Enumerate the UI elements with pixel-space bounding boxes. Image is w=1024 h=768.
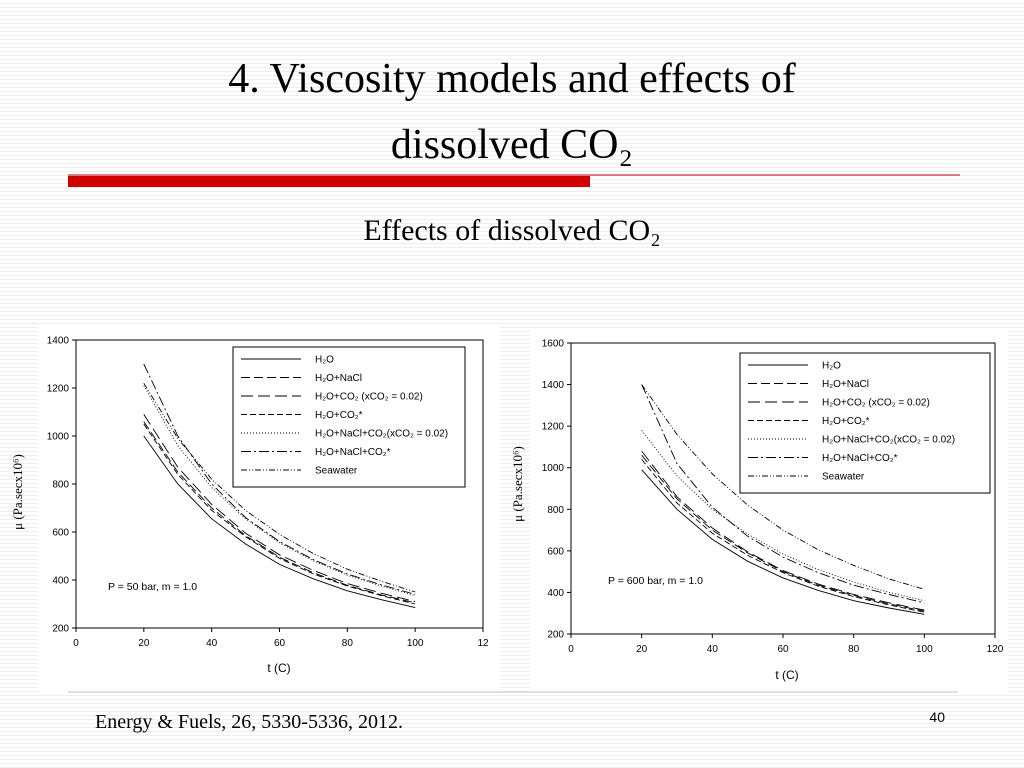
y-tick-label: 1200 — [47, 384, 70, 395]
series-line — [143, 382, 416, 593]
y-tick-label: 800 — [547, 505, 564, 516]
x-tick-label: 20 — [636, 644, 648, 655]
y-tick-label: 600 — [52, 528, 69, 539]
legend-label: H₂O — [822, 361, 841, 372]
slide-title: 4. Viscosity models and effects of — [228, 56, 796, 102]
series-line — [641, 450, 925, 611]
y-axis-label: μ (Pa.secx10⁶) — [510, 446, 525, 522]
legend-label: H₂O+CO₂ (xCO₂ = 0.02) — [822, 398, 930, 409]
series-line — [143, 414, 416, 603]
y-tick-label: 200 — [547, 630, 564, 641]
legend-label: H₂O+NaCl+CO₂(xCO₂ = 0.02) — [822, 435, 955, 446]
x-tick-label: 80 — [848, 644, 860, 655]
legend-label: H₂O+NaCl — [822, 379, 869, 390]
subtitle: Effects of dissolved CO₂ — [363, 214, 660, 247]
x-axis-label: t (C) — [775, 668, 798, 682]
x-tick-label: 0 — [568, 644, 574, 655]
x-tick-label: 120 — [987, 644, 1004, 655]
y-tick-label: 600 — [547, 546, 564, 557]
legend-label: H₂O+CO₂* — [315, 410, 363, 421]
y-axis-label: μ (Pa.secx10⁶) — [10, 454, 25, 530]
legend-label: H₂O+CO₂* — [822, 416, 870, 427]
y-tick-label: 1000 — [542, 463, 565, 474]
y-tick-label: 1000 — [47, 432, 70, 443]
legend-label: H₂O+NaCl+CO₂* — [822, 453, 898, 464]
x-tick-label: 40 — [707, 644, 719, 655]
citation: Energy & Fuels, 26, 5330-5336, 2012. — [95, 711, 403, 733]
series-line — [641, 469, 925, 615]
x-tick-label: 12 — [477, 638, 489, 649]
x-tick-label: 80 — [342, 638, 354, 649]
y-tick-label: 1400 — [47, 336, 70, 347]
series-line — [143, 363, 416, 595]
series-line — [641, 384, 925, 604]
legend-box — [739, 352, 991, 494]
x-axis-label: t (C) — [267, 661, 290, 675]
x-tick-label: 40 — [206, 638, 218, 649]
y-tick-label: 800 — [52, 480, 69, 491]
y-tick-label: 1200 — [542, 422, 565, 433]
divider-bar — [68, 176, 590, 187]
x-tick-label: 60 — [777, 644, 789, 655]
legend-label: H₂O+NaCl+CO₂(xCO₂ = 0.02) — [315, 429, 448, 440]
x-tick-label: 100 — [916, 644, 933, 655]
legend-label: H₂O — [315, 355, 334, 366]
series-line — [641, 384, 925, 590]
legend-label: H₂O+NaCl — [315, 373, 362, 384]
series-line — [143, 435, 416, 609]
y-tick-label: 1400 — [542, 380, 565, 391]
annotation: P = 50 bar, m = 1.0 — [108, 581, 197, 593]
legend-label: H₂O+NaCl+CO₂* — [315, 447, 391, 458]
annotation: P = 600 bar, m = 1.0 — [608, 575, 703, 587]
legend-label: H₂O+CO₂ (xCO₂ = 0.02) — [315, 392, 423, 403]
series-line — [641, 454, 925, 612]
y-tick-label: 200 — [52, 624, 69, 635]
legend-box — [232, 346, 466, 488]
slide-title: dissolved CO₂ — [391, 122, 633, 168]
series-line — [641, 459, 925, 613]
series-line — [143, 421, 416, 604]
page-number: 40 — [929, 709, 945, 725]
legend-label: Seawater — [822, 472, 865, 483]
y-tick-label: 1600 — [542, 339, 565, 350]
legend-label: Seawater — [315, 466, 358, 477]
y-tick-label: 400 — [52, 576, 69, 587]
x-tick-label: 100 — [407, 638, 424, 649]
x-tick-label: 0 — [73, 638, 79, 649]
series-line — [143, 385, 416, 597]
x-tick-label: 60 — [274, 638, 286, 649]
series-line — [143, 423, 416, 605]
x-tick-label: 20 — [138, 638, 150, 649]
y-tick-label: 400 — [547, 588, 564, 599]
